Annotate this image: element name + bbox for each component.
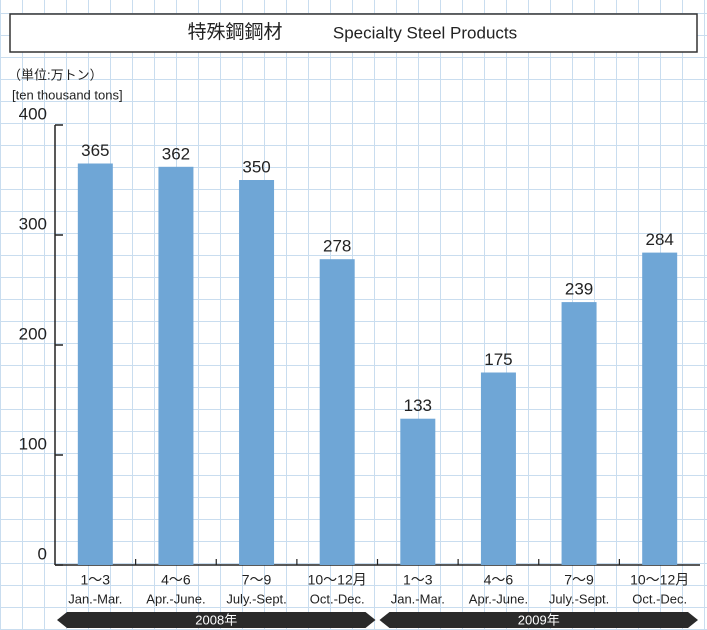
y-tick-label: 0 — [38, 544, 47, 563]
x-tick-label: 1～3 — [403, 572, 433, 588]
y-tick-label: 400 — [19, 104, 47, 123]
data-label: 278 — [323, 237, 351, 256]
y-tick-label: 100 — [19, 434, 47, 453]
bar — [400, 418, 436, 565]
group-label: 2009年 — [518, 612, 560, 627]
data-label: 350 — [242, 157, 270, 176]
bar — [561, 302, 597, 565]
group-bar — [57, 612, 376, 628]
y-tick-label: 200 — [19, 324, 47, 343]
y-unit: （単位:万トン） — [8, 67, 103, 82]
x-tick-sublabel: Oct.-Dec. — [632, 591, 687, 606]
x-tick-label: 4～6 — [484, 572, 514, 588]
chart-title: 特殊鋼鋼材 — [187, 21, 282, 43]
x-tick-label: 7～9 — [242, 572, 272, 588]
bar — [642, 252, 678, 565]
x-tick-sublabel: Jan.-Mar. — [391, 591, 445, 606]
x-tick-sublabel: July.-Sept. — [226, 591, 286, 606]
y-tick-label: 300 — [19, 214, 47, 233]
x-tick-sublabel: Jan.-Mar. — [68, 591, 122, 606]
x-tick-label: 10～12月 — [308, 572, 367, 588]
title-box — [9, 13, 698, 53]
group-label: 2008年 — [195, 612, 237, 627]
x-tick-label: 7～9 — [564, 572, 594, 588]
x-tick-label: 4～6 — [161, 572, 191, 588]
x-tick-sublabel: July.-Sept. — [549, 591, 609, 606]
bar — [319, 259, 355, 565]
data-label: 175 — [484, 350, 512, 369]
data-label: 239 — [565, 280, 593, 299]
data-label: 133 — [404, 396, 432, 415]
group-bar — [379, 612, 698, 628]
data-label: 284 — [646, 230, 674, 249]
y-axis-label: [ten thousand tons] — [12, 87, 123, 102]
x-tick-sublabel: Oct.-Dec. — [310, 591, 365, 606]
data-label: 365 — [81, 141, 109, 160]
bar — [480, 372, 516, 565]
bar — [158, 166, 194, 566]
bar — [239, 180, 275, 565]
bar — [77, 163, 113, 565]
x-tick-label: 1～3 — [81, 572, 111, 588]
chart-subtitle: Specialty Steel Products — [333, 23, 517, 42]
x-tick-sublabel: Apr.-June. — [146, 591, 205, 606]
data-label: 362 — [162, 144, 190, 163]
x-tick-sublabel: Apr.-June. — [469, 591, 528, 606]
x-tick-label: 10～12月 — [630, 572, 689, 588]
